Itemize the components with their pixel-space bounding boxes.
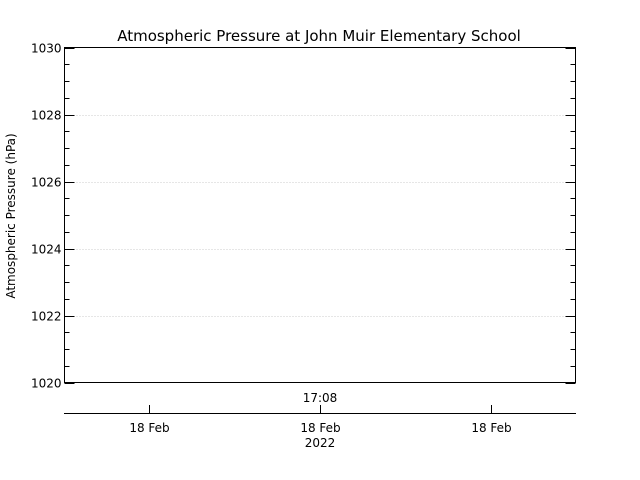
y-axis-label: Atmospheric Pressure (hPa) bbox=[4, 133, 18, 298]
y-tick-label: 1024 bbox=[31, 243, 62, 257]
x-tick-label: 18 Feb bbox=[129, 421, 169, 435]
chart-title: Atmospheric Pressure at John Muir Elemen… bbox=[117, 27, 521, 45]
x-axis-ticks: 18 Feb 18 Feb 18 Feb bbox=[129, 405, 512, 435]
plot-frame bbox=[64, 47, 576, 383]
y-axis-ticks: 1020 1022 1024 1026 1028 1030 bbox=[31, 42, 576, 391]
y-tick-label: 1020 bbox=[31, 377, 62, 391]
y-tick-label: 1026 bbox=[31, 176, 62, 190]
y-tick-label: 1030 bbox=[31, 42, 62, 56]
top-axis-time-label: 17:08 bbox=[303, 391, 338, 405]
x-axis-year-label: 2022 bbox=[305, 436, 336, 450]
x-tick-label: 18 Feb bbox=[300, 421, 340, 435]
y-tick-label: 1028 bbox=[31, 109, 62, 123]
x-tick-label: 18 Feb bbox=[471, 421, 511, 435]
y-tick-label: 1022 bbox=[31, 310, 62, 324]
gridlines bbox=[64, 115, 576, 317]
